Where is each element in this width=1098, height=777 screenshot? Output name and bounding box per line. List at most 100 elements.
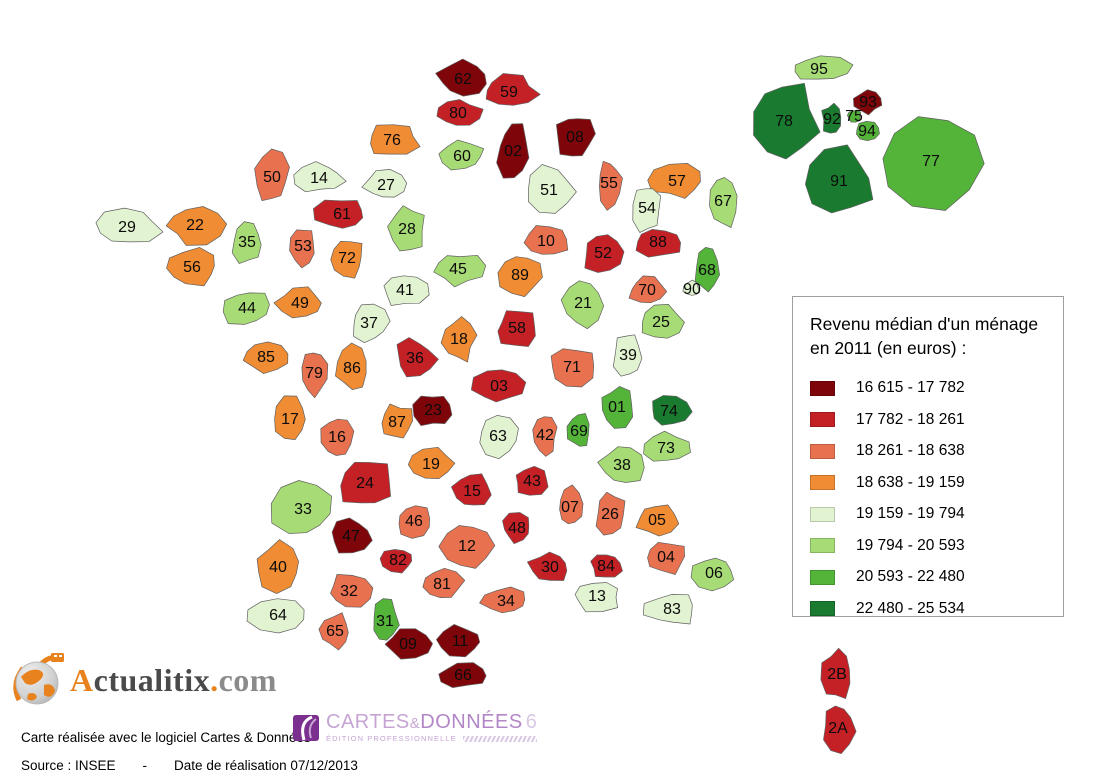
cd-hatch-decoration: [462, 735, 537, 742]
department-label-28: 28: [398, 221, 416, 238]
department-label-14: 14: [310, 170, 328, 187]
legend: Revenu médian d'un ménage en 2011 (en eu…: [792, 296, 1064, 617]
department-59: 59: [485, 73, 541, 106]
source-separator: -: [142, 758, 148, 773]
cd-word1: CARTES: [326, 711, 410, 733]
department-51: 51: [528, 164, 577, 214]
department-label-06: 06: [705, 565, 723, 582]
department-label-50: 50: [263, 169, 281, 186]
department-label-85: 85: [257, 349, 275, 366]
department-82: 82: [379, 549, 413, 574]
department-02: 02: [496, 123, 530, 179]
department-84: 84: [590, 554, 623, 578]
department-03: 03: [470, 369, 527, 403]
department-35: 35: [231, 221, 262, 264]
department-label-88: 88: [649, 234, 667, 251]
department-label-56: 56: [183, 259, 201, 276]
department-label-39: 39: [619, 347, 637, 364]
department-09: 09: [384, 628, 433, 660]
legend-class-label: 22 480 - 25 534: [856, 599, 965, 617]
department-label-77: 77: [922, 153, 940, 170]
department-62: 62: [435, 58, 487, 97]
credit-line: Carte réalisée avec le logiciel Cartes &…: [21, 730, 311, 745]
department-label-32: 32: [340, 583, 358, 600]
department-label-82: 82: [389, 552, 407, 569]
department-42: 42: [532, 416, 558, 457]
department-15: 15: [451, 473, 492, 506]
actualitix-globe-icon: [13, 653, 64, 705]
legend-row-8: 22 480 - 25 534: [793, 593, 1063, 625]
department-label-52: 52: [594, 245, 612, 262]
department-label-13: 13: [588, 588, 606, 605]
department-76: 76: [370, 124, 421, 155]
department-64: 64: [246, 598, 305, 634]
department-label-42: 42: [536, 427, 554, 444]
department-label-07: 07: [561, 499, 579, 516]
department-04: 04: [647, 542, 685, 575]
department-95: 95: [794, 55, 854, 80]
legend-swatch: [810, 506, 835, 522]
legend-swatch: [810, 601, 835, 616]
department-60: 60: [438, 139, 485, 171]
department-label-33: 33: [294, 501, 312, 518]
department-label-12: 12: [458, 538, 476, 555]
department-label-2B: 2B: [827, 666, 847, 683]
department-label-58: 58: [508, 320, 526, 337]
department-label-38: 38: [613, 457, 631, 474]
department-94: 94: [856, 121, 880, 142]
department-57: 57: [647, 163, 701, 199]
department-12: 12: [438, 525, 496, 569]
source-line: Source : INSEE - Date de réalisation 07/12…: [21, 758, 358, 773]
department-label-89: 89: [511, 267, 529, 284]
cd-amp: &: [409, 715, 421, 732]
department-label-46: 46: [405, 513, 423, 530]
department-52: 52: [584, 234, 625, 273]
department-label-19: 19: [422, 456, 440, 473]
department-label-80: 80: [449, 105, 467, 122]
department-56: 56: [166, 247, 215, 287]
department-55: 55: [599, 160, 623, 211]
department-80: 80: [436, 99, 484, 126]
legend-title-line1: Revenu médian d'un ménage: [810, 314, 1039, 334]
department-30: 30: [527, 551, 568, 581]
brand-tld: com: [218, 661, 277, 698]
department-90: 90: [682, 279, 701, 298]
department-label-94: 94: [858, 123, 876, 140]
department-24: 24: [340, 461, 391, 504]
department-label-51: 51: [540, 182, 558, 199]
department-label-05: 05: [648, 512, 666, 529]
department-48: 48: [502, 512, 530, 545]
department-label-03: 03: [490, 378, 508, 395]
department-61: 61: [313, 199, 364, 229]
department-37: 37: [353, 303, 391, 344]
department-label-30: 30: [541, 559, 559, 576]
department-label-15: 15: [463, 483, 481, 500]
department-2A: 2A: [823, 705, 857, 755]
department-17: 17: [274, 395, 306, 440]
department-label-01: 01: [608, 399, 626, 416]
department-19: 19: [407, 446, 456, 479]
department-10: 10: [523, 225, 569, 255]
department-93: 93: [853, 89, 883, 116]
department-label-16: 16: [328, 429, 346, 446]
cartes-donnees-wordmark: CARTES&DONNÉES 6 ÉDITION PROFESSIONNELLE: [326, 711, 537, 744]
department-label-29: 29: [118, 219, 136, 236]
department-43: 43: [515, 465, 549, 496]
department-label-68: 68: [698, 262, 716, 279]
legend-class-label: 19 159 - 19 794: [856, 505, 965, 522]
department-label-62: 62: [454, 71, 472, 88]
legend-row-6: 19 794 - 20 593: [793, 530, 1063, 562]
department-label-72: 72: [338, 250, 356, 267]
department-69: 69: [566, 413, 590, 447]
legend-swatch: [810, 443, 835, 459]
department-label-60: 60: [453, 148, 471, 165]
department-label-70: 70: [638, 282, 656, 299]
department-86: 86: [335, 342, 367, 391]
department-85: 85: [242, 341, 289, 374]
legend-class-label: 20 593 - 22 480: [856, 568, 965, 585]
department-21: 21: [560, 280, 605, 330]
department-label-57: 57: [668, 173, 686, 190]
legend-title-line2: en 2011 (en euros) :: [810, 337, 967, 358]
department-23: 23: [412, 395, 453, 426]
